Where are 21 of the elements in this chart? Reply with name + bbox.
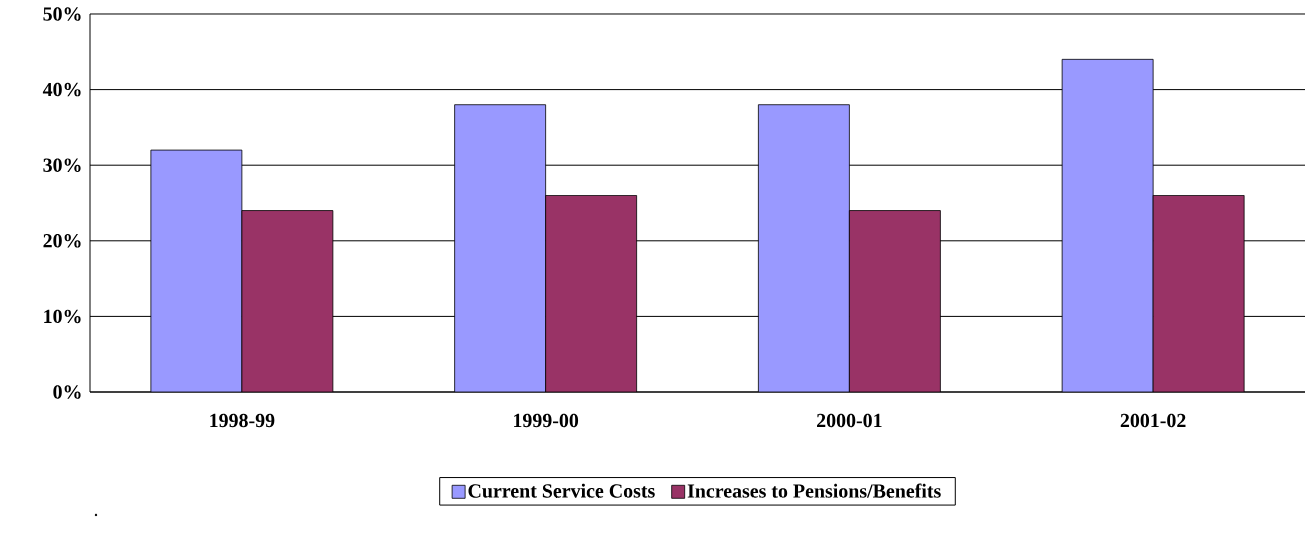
text: . [94,513,98,517]
bar [545,195,638,392]
y-tick-label: 10% [44,309,81,324]
y-tick-label: 0% [53,385,81,399]
bar [454,104,547,392]
bar [848,210,941,392]
y-tick-label: 40% [42,82,81,97]
x-tick-label: 2001-02 [1120,413,1186,428]
y-tick-label: 20% [43,234,81,248]
y-tick-label: 30% [43,158,81,172]
bar [150,149,243,392]
x-tick-label: 2000-01 [817,413,882,428]
bar [241,210,334,392]
legend-label: Current Service Costs [468,483,655,498]
x-tick-label: 1998-99 [210,413,275,428]
x-tick-label: 1999-00 [514,413,579,428]
legend-label: Increases to Pensions/Benefits [687,483,941,498]
bar [757,104,850,392]
y-tick-label: 50% [43,7,81,21]
bar [1061,58,1154,392]
bar [1152,195,1245,392]
